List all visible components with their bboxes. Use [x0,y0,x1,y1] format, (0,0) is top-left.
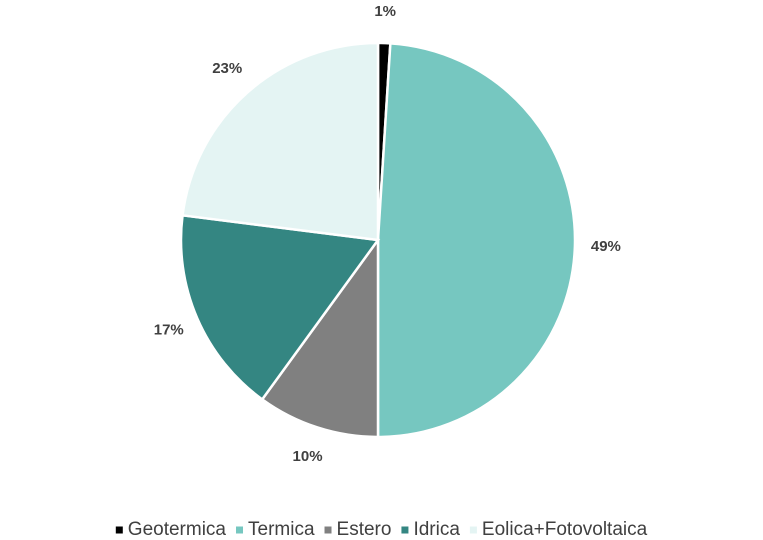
legend-label: Idrica [413,519,460,540]
data-label: 10% [293,448,323,465]
pie-slice [179,213,381,402]
legend-swatch [324,526,332,534]
legend-label: Termica [248,519,315,540]
legend-swatch [115,526,123,534]
legend-swatch [469,526,477,534]
legend-label: Eolica+Fotovoltaica [482,519,648,540]
pie-slice [376,42,577,439]
legend-label: Geotermica [128,519,227,540]
pie-slice [181,41,380,242]
data-label: 1% [374,3,396,20]
legend-swatch [401,526,409,534]
data-label: 49% [591,238,621,255]
legend-label: Estero [337,519,392,540]
legend-swatch [236,526,243,534]
data-label: 17% [154,322,184,339]
pie-slice [260,236,380,439]
data-label: 23% [212,60,242,77]
